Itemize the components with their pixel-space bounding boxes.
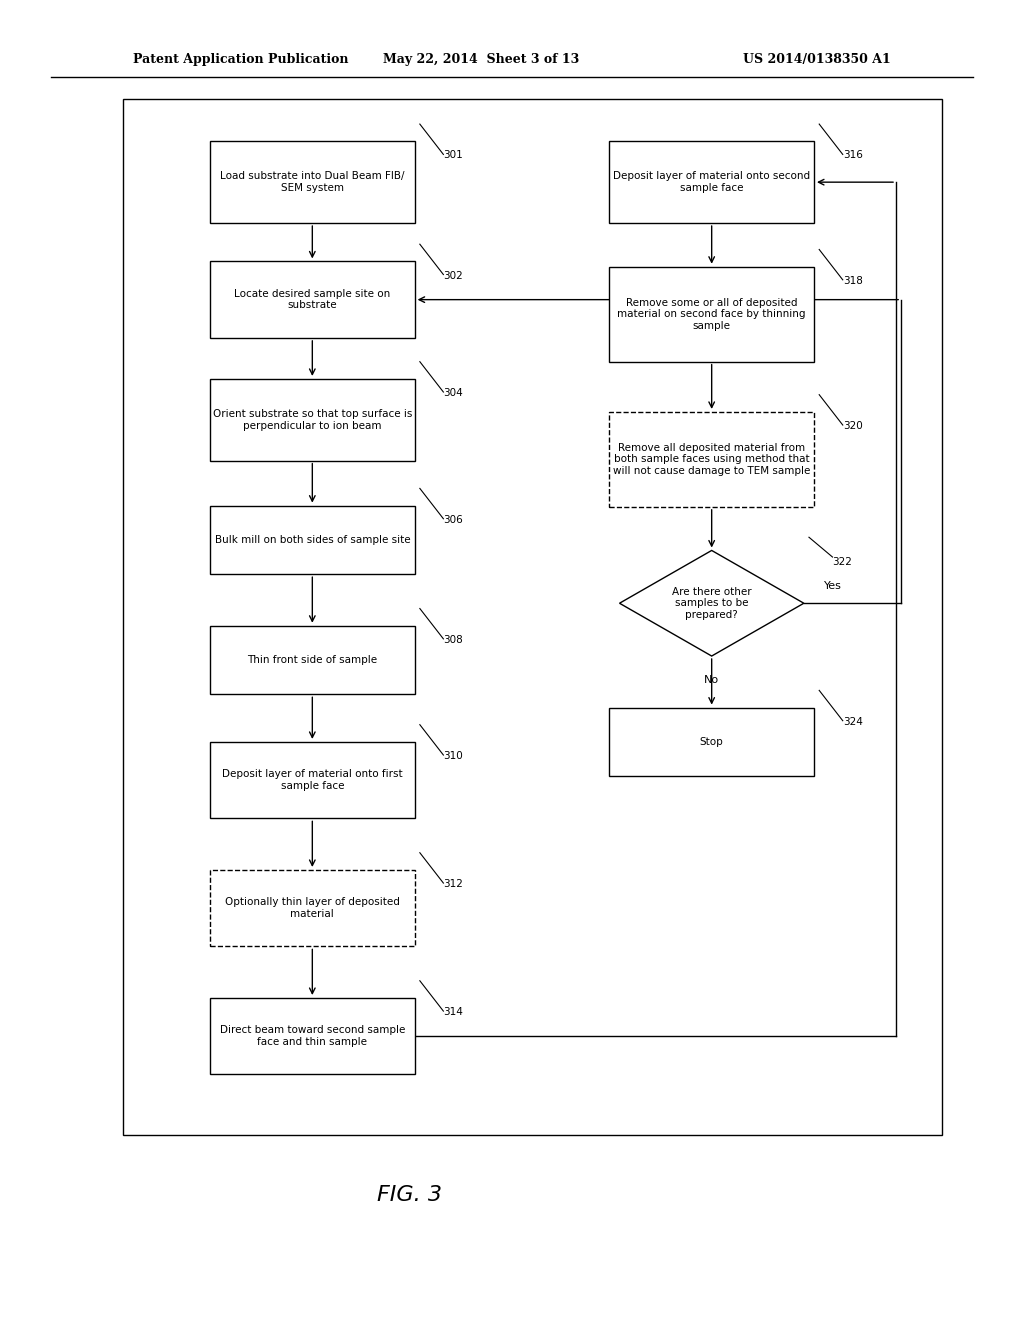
- Text: Load substrate into Dual Beam FIB/
SEM system: Load substrate into Dual Beam FIB/ SEM s…: [220, 172, 404, 193]
- FancyBboxPatch shape: [210, 141, 415, 223]
- FancyBboxPatch shape: [210, 506, 415, 574]
- Text: 312: 312: [443, 879, 463, 890]
- Text: Remove some or all of deposited
material on second face by thinning
sample: Remove some or all of deposited material…: [617, 297, 806, 331]
- Text: Thin front side of sample: Thin front side of sample: [247, 655, 378, 665]
- Text: No: No: [705, 675, 719, 685]
- FancyBboxPatch shape: [123, 99, 942, 1135]
- Polygon shape: [620, 550, 804, 656]
- FancyBboxPatch shape: [210, 870, 415, 946]
- Text: Stop: Stop: [699, 737, 724, 747]
- Text: Optionally thin layer of deposited
material: Optionally thin layer of deposited mater…: [225, 898, 399, 919]
- Text: 324: 324: [843, 717, 862, 727]
- Text: Orient substrate so that top surface is
perpendicular to ion beam: Orient substrate so that top surface is …: [213, 409, 412, 430]
- FancyBboxPatch shape: [609, 267, 814, 362]
- Text: Yes: Yes: [824, 581, 842, 591]
- Text: 301: 301: [443, 150, 463, 161]
- FancyBboxPatch shape: [210, 998, 415, 1074]
- FancyBboxPatch shape: [210, 261, 415, 338]
- Text: May 22, 2014  Sheet 3 of 13: May 22, 2014 Sheet 3 of 13: [383, 53, 580, 66]
- Text: 306: 306: [443, 515, 463, 525]
- Text: Direct beam toward second sample
face and thin sample: Direct beam toward second sample face an…: [219, 1026, 406, 1047]
- Text: Locate desired sample site on
substrate: Locate desired sample site on substrate: [234, 289, 390, 310]
- Text: 314: 314: [443, 1007, 463, 1018]
- Text: 316: 316: [843, 150, 862, 161]
- Text: 302: 302: [443, 271, 463, 281]
- FancyBboxPatch shape: [210, 742, 415, 818]
- Text: Deposit layer of material onto second
sample face: Deposit layer of material onto second sa…: [613, 172, 810, 193]
- Text: Remove all deposited material from
both sample faces using method that
will not : Remove all deposited material from both …: [613, 442, 810, 477]
- FancyBboxPatch shape: [609, 412, 814, 507]
- Text: 308: 308: [443, 635, 463, 645]
- Text: 304: 304: [443, 388, 463, 399]
- FancyBboxPatch shape: [609, 141, 814, 223]
- Text: Are there other
samples to be
prepared?: Are there other samples to be prepared?: [672, 586, 752, 620]
- Text: 322: 322: [833, 557, 852, 568]
- Text: Deposit layer of material onto first
sample face: Deposit layer of material onto first sam…: [222, 770, 402, 791]
- Text: 310: 310: [443, 751, 463, 762]
- Text: US 2014/0138350 A1: US 2014/0138350 A1: [743, 53, 891, 66]
- Text: FIG. 3: FIG. 3: [377, 1184, 442, 1205]
- Text: Patent Application Publication: Patent Application Publication: [133, 53, 348, 66]
- FancyBboxPatch shape: [609, 708, 814, 776]
- FancyBboxPatch shape: [210, 379, 415, 461]
- FancyBboxPatch shape: [210, 626, 415, 694]
- Text: Bulk mill on both sides of sample site: Bulk mill on both sides of sample site: [214, 535, 411, 545]
- Text: 320: 320: [843, 421, 862, 432]
- Text: 318: 318: [843, 276, 862, 286]
